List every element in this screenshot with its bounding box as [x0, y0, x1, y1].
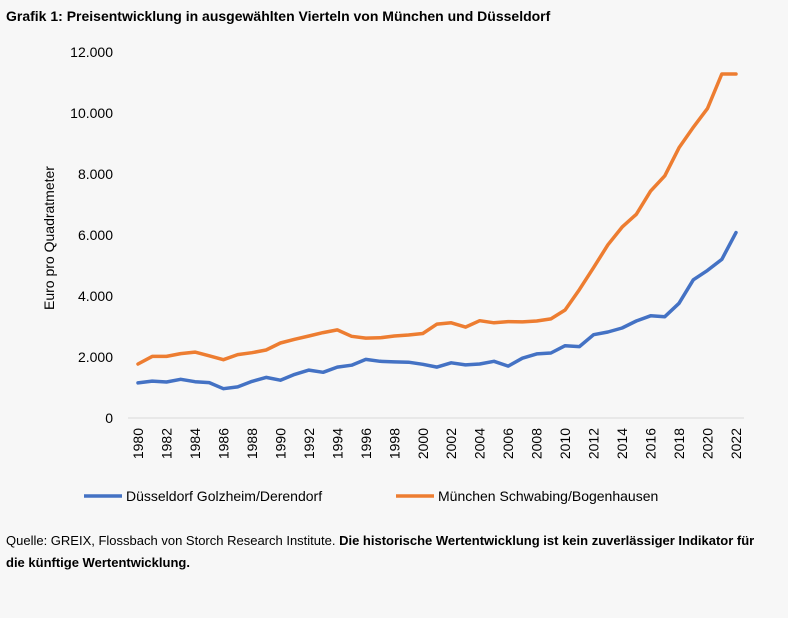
x-tick-label: 1992	[301, 428, 317, 459]
legend-label: München Schwabing/Bogenhausen	[438, 488, 658, 504]
series-line	[136, 72, 738, 366]
x-tick-label: 1994	[329, 428, 345, 459]
x-tick-label: 2016	[643, 428, 659, 459]
y-tick-label: 8.000	[78, 166, 113, 182]
x-tick-label: 2008	[529, 428, 545, 459]
x-tick-label: 1986	[215, 428, 231, 459]
x-tick-label: 2006	[500, 428, 516, 459]
y-axis: 0 2.000 4.000 6.000 8.000 10.000 12.000	[70, 44, 113, 426]
source-text: Quelle: GREIX, Flossbach von Storch Rese…	[6, 533, 340, 548]
y-tick-label: 12.000	[70, 44, 113, 60]
y-tick-label: 10.000	[70, 105, 113, 121]
x-tick-label: 1988	[244, 428, 260, 459]
x-tick-label: 2020	[700, 428, 716, 459]
series-layer	[136, 72, 738, 391]
x-tick-label: 1980	[130, 428, 146, 459]
x-tick-label: 2010	[557, 428, 573, 459]
disclaimer-text: Die historische Wertentwicklung ist kein…	[6, 533, 755, 570]
x-tick-label: 1996	[358, 428, 374, 459]
y-tick-label: 4.000	[78, 288, 113, 304]
x-axis: 1980 1982 1984 1986 1988 1990 1992 1994 1996 1998…	[128, 417, 744, 459]
x-tick-label: 2012	[586, 428, 602, 459]
x-tick-label: 2000	[415, 428, 431, 459]
y-axis-label: Euro pro Quadratmeter	[41, 166, 57, 310]
x-tick-label: 1990	[272, 428, 288, 459]
source-note: Quelle: GREIX, Flossbach von Storch Rese…	[6, 530, 776, 574]
y-tick-label: 6.000	[78, 227, 113, 243]
y-tick-label: 0	[105, 410, 113, 426]
series-line	[136, 230, 738, 391]
x-tick-label: 2002	[443, 428, 459, 459]
x-tick-label: 1982	[158, 428, 174, 459]
x-tick-label: 2022	[728, 428, 744, 459]
legend-label: Düsseldorf Golzheim/Derendorf	[126, 488, 322, 504]
chart-title: Grafik 1: Preisentwicklung in ausgewählt…	[6, 8, 551, 24]
y-tick-label: 2.000	[78, 349, 113, 365]
x-tick-label: 1998	[386, 428, 402, 459]
x-tick-label: 2018	[671, 428, 687, 459]
x-tick-label: 2014	[614, 428, 630, 459]
x-tick-label: 2004	[472, 428, 488, 459]
x-tick-label: 1984	[187, 428, 203, 459]
legend: Düsseldorf Golzheim/Derendorf München Sch…	[84, 488, 658, 504]
